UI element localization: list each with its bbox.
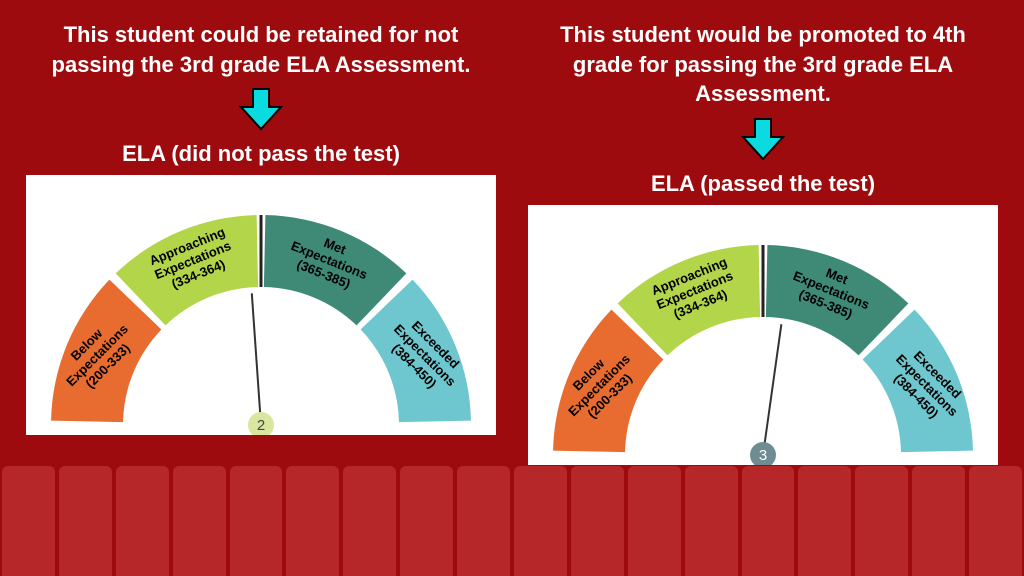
right-subheading: ELA (passed the test): [651, 171, 875, 197]
left-heading: This student could be retained for not p…: [31, 20, 491, 79]
left-panel: This student could be retained for not p…: [20, 20, 502, 576]
right-gauge-card: BelowExpectations(200-333)ApproachingExp…: [528, 205, 998, 465]
left-arrow-wrap: [237, 85, 285, 133]
left-subheading: ELA (did not pass the test): [122, 141, 400, 167]
left-gauge: BelowExpectations(200-333)ApproachingExp…: [26, 189, 496, 435]
gauge-badge-value: 3: [759, 447, 767, 464]
gauge-needle: [763, 324, 781, 455]
down-arrow-icon: [739, 115, 787, 163]
gauge-needle: [252, 294, 261, 426]
right-gauge: BelowExpectations(200-333)ApproachingExp…: [528, 219, 998, 465]
gauge-badge-value: 2: [257, 417, 265, 434]
left-gauge-card: BelowExpectations(200-333)ApproachingExp…: [26, 175, 496, 435]
down-arrow-icon: [237, 85, 285, 133]
right-panel: This student would be promoted to 4th gr…: [522, 20, 1004, 576]
right-heading: This student would be promoted to 4th gr…: [533, 20, 993, 109]
content-row: This student could be retained for not p…: [0, 0, 1024, 576]
right-arrow-wrap: [739, 115, 787, 163]
